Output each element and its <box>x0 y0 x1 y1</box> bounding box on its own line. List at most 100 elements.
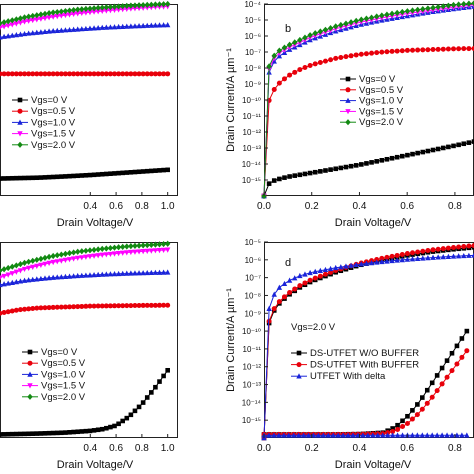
data-point <box>25 265 32 271</box>
data-point <box>325 432 332 438</box>
data-point <box>440 46 446 52</box>
data-point <box>115 251 122 257</box>
data-point <box>111 7 118 13</box>
x-tick-label: 1.0 <box>161 443 175 454</box>
data-point <box>22 175 27 181</box>
data-point <box>99 4 105 11</box>
data-point <box>25 18 32 24</box>
data-point <box>380 432 386 438</box>
data-point <box>38 11 44 18</box>
data-point <box>144 242 150 249</box>
data-point <box>87 247 93 254</box>
data-point <box>333 264 339 271</box>
data-point <box>292 39 298 46</box>
data-point <box>58 27 65 33</box>
data-point <box>333 166 339 172</box>
data-point <box>54 174 60 180</box>
data-point <box>132 6 138 12</box>
data-point <box>1 281 7 287</box>
data-point <box>144 302 150 308</box>
data-point <box>415 249 421 255</box>
data-point <box>21 266 28 273</box>
data-point <box>404 47 410 53</box>
legend-swatch-marker <box>345 119 351 126</box>
data-point <box>429 432 435 438</box>
data-point <box>365 432 371 438</box>
data-point <box>152 269 159 275</box>
data-point <box>62 71 68 77</box>
data-point <box>67 304 73 310</box>
data-point <box>116 71 122 77</box>
data-point <box>50 14 56 20</box>
data-point <box>21 277 28 283</box>
data-point <box>112 171 117 176</box>
data-point <box>50 71 56 77</box>
legend-label: Vgs=1.0 V <box>31 117 76 128</box>
data-point <box>0 176 3 181</box>
data-point <box>103 245 110 252</box>
data-point <box>128 6 134 12</box>
data-point <box>91 5 97 12</box>
data-point <box>459 354 465 360</box>
data-point <box>87 71 93 77</box>
data-point <box>9 175 15 181</box>
data-point <box>79 272 85 278</box>
data-point <box>300 432 307 438</box>
data-point <box>58 258 65 264</box>
data-point <box>38 275 44 282</box>
panel-b: 0.0 0.2 0.4 0.6 0.8 Drain Voltage/V 10⁻¹⁵ 10⁻¹⁴… <box>225 0 474 229</box>
y-tick-label: 10⁻¹⁵ <box>242 416 261 425</box>
data-point <box>358 51 364 57</box>
data-point <box>456 244 462 250</box>
data-point <box>50 252 56 260</box>
data-point <box>124 2 130 9</box>
data-point <box>307 62 313 68</box>
data-point <box>91 172 97 178</box>
data-point <box>454 432 460 438</box>
data-point <box>271 178 277 183</box>
y-tick-label: 10⁻⁵ <box>245 238 261 247</box>
series-line-1 <box>263 245 474 439</box>
data-point <box>328 167 333 172</box>
data-point <box>91 253 97 259</box>
data-point <box>440 3 446 10</box>
y-tick-label: 10⁻⁶ <box>245 256 261 265</box>
data-point <box>107 71 113 77</box>
data-point <box>30 12 36 20</box>
data-point <box>435 146 441 152</box>
data-point <box>455 1 462 8</box>
data-point <box>79 6 85 13</box>
data-point <box>22 306 28 312</box>
data-point <box>374 159 379 164</box>
data-point <box>384 156 390 162</box>
data-point <box>91 71 97 77</box>
data-point <box>328 57 334 63</box>
data-point <box>464 328 470 334</box>
data-point <box>120 170 125 176</box>
data-point <box>103 271 110 277</box>
data-point <box>430 247 436 253</box>
data-point <box>75 304 81 310</box>
y-tick-label: 10⁻⁸ <box>245 291 262 300</box>
data-point <box>71 304 77 310</box>
plot-frame <box>0 4 178 196</box>
data-point <box>79 248 85 255</box>
data-point <box>399 48 405 54</box>
data-point <box>83 71 89 77</box>
data-point <box>322 271 328 277</box>
data-point <box>136 71 142 77</box>
data-point <box>115 3 122 10</box>
legend-swatch-marker <box>296 373 302 379</box>
data-point <box>46 430 52 436</box>
data-point <box>13 269 20 275</box>
data-point <box>394 257 400 263</box>
data-point <box>446 144 451 150</box>
data-point <box>444 374 450 380</box>
x-tick-label: 0.8 <box>448 443 462 454</box>
data-point <box>59 174 64 179</box>
data-point <box>394 432 401 438</box>
data-point <box>290 432 297 438</box>
data-point <box>107 244 114 252</box>
y-tick-label: 10⁻⁶ <box>245 32 261 41</box>
